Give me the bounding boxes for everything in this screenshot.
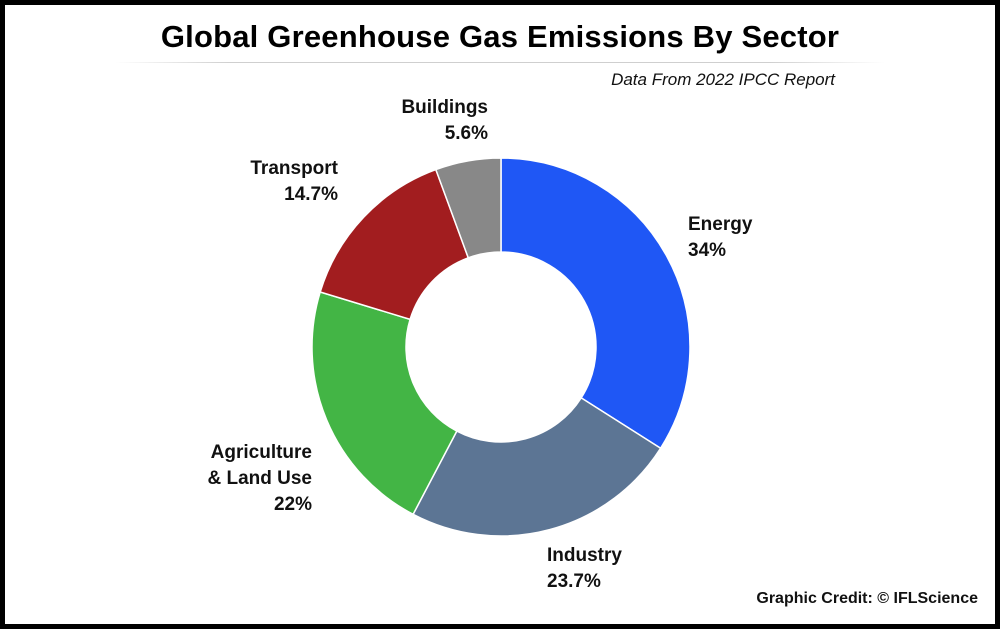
label-energy: Energy 34% bbox=[688, 214, 753, 261]
chart-subtitle: Data From 2022 IPCC Report bbox=[611, 70, 835, 89]
value-label-buildings: 5.6% bbox=[445, 123, 488, 144]
slice-agriculture-and-land-use bbox=[311, 291, 458, 516]
slice-industry bbox=[412, 396, 662, 537]
value-label-agriculture-and-land-use: 22% bbox=[274, 494, 312, 515]
label-industry: Industry 23.7% bbox=[547, 545, 622, 592]
value-label-industry: 23.7% bbox=[547, 571, 601, 592]
value-label-transport: 14.7% bbox=[284, 184, 338, 205]
label-transport: Transport 14.7% bbox=[250, 158, 338, 205]
graphic-credit: Graphic Credit: © IFLScience bbox=[756, 590, 978, 607]
category-label-agriculture-and-land-use: & Land Use bbox=[207, 468, 312, 489]
value-label-energy: 34% bbox=[688, 240, 726, 261]
category-label-transport: Transport bbox=[250, 158, 338, 179]
slice-transport bbox=[319, 168, 470, 321]
label-buildings: Buildings 5.6% bbox=[401, 97, 488, 144]
label-agriculture-and-land-use: Agriculture & Land Use 22% bbox=[207, 442, 312, 515]
category-label-energy: Energy bbox=[688, 214, 753, 235]
slice-energy bbox=[500, 157, 691, 450]
chart-title: Global Greenhouse Gas Emissions By Secto… bbox=[160, 19, 840, 54]
category-label-industry: Industry bbox=[547, 545, 622, 566]
title-divider bbox=[115, 62, 885, 63]
category-label-buildings: Buildings bbox=[401, 97, 488, 118]
category-label-agriculture-and-land-use: Agriculture bbox=[211, 442, 312, 463]
slice-buildings bbox=[434, 157, 502, 259]
